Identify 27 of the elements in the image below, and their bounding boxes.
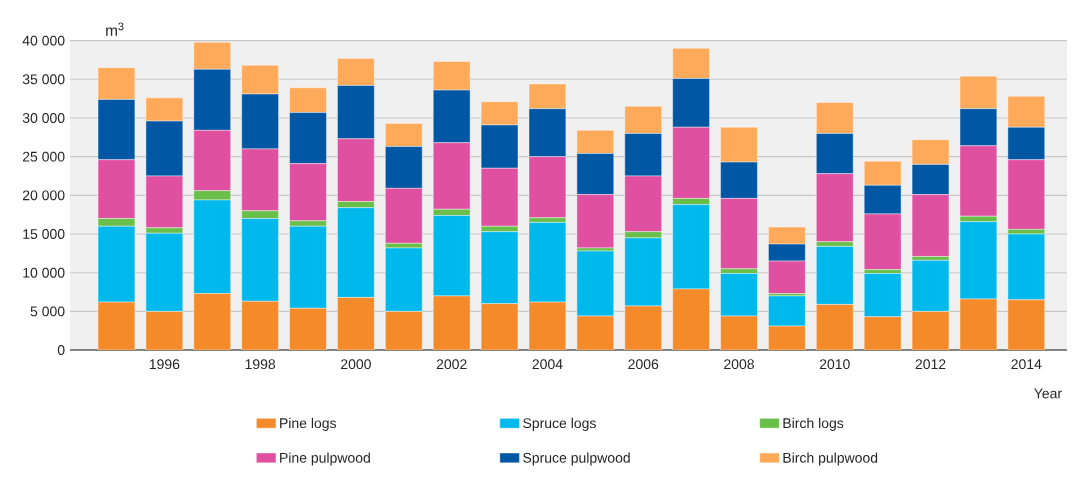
- legend-label: Birch logs: [783, 417, 844, 431]
- y-tick-label: 35 000: [22, 74, 65, 85]
- x-tick-label: 2000: [341, 358, 371, 369]
- x-tick-label: 2002: [436, 358, 467, 369]
- x-tick-label: 2012: [915, 358, 946, 369]
- x-tick-label: 2010: [819, 358, 850, 369]
- y-tick-label: 25 000: [22, 151, 65, 162]
- legend-label: Pine logs: [280, 417, 337, 431]
- x-tick-label: 2008: [724, 358, 754, 369]
- y-tick-label: 20 000: [22, 190, 65, 201]
- x-tick-label: 1996: [149, 358, 180, 369]
- x-axis-title: Year: [1034, 388, 1062, 399]
- legend-label: Birch pulpwood: [783, 452, 878, 466]
- y-tick-label: 0: [57, 344, 65, 355]
- x-tick-label: 1998: [245, 358, 276, 369]
- legend-label: Pine pulpwood: [280, 452, 370, 466]
- x-tick-label: 2014: [1011, 358, 1042, 369]
- y-axis-title: m$^{3}$: [106, 22, 124, 36]
- legend-label: Spruce pulpwood: [523, 452, 630, 466]
- y-tick-label: 30 000: [22, 112, 65, 123]
- x-tick-label: 2004: [532, 358, 563, 369]
- y-tick-label: 40 000: [22, 35, 65, 46]
- y-tick-label: 10 000: [23, 267, 65, 278]
- y-tick-label: 15 000: [23, 228, 65, 239]
- x-tick-label: 2006: [628, 358, 659, 369]
- y-tick-label: 5 000: [30, 306, 65, 317]
- legend-label: Spruce logs: [523, 417, 596, 431]
